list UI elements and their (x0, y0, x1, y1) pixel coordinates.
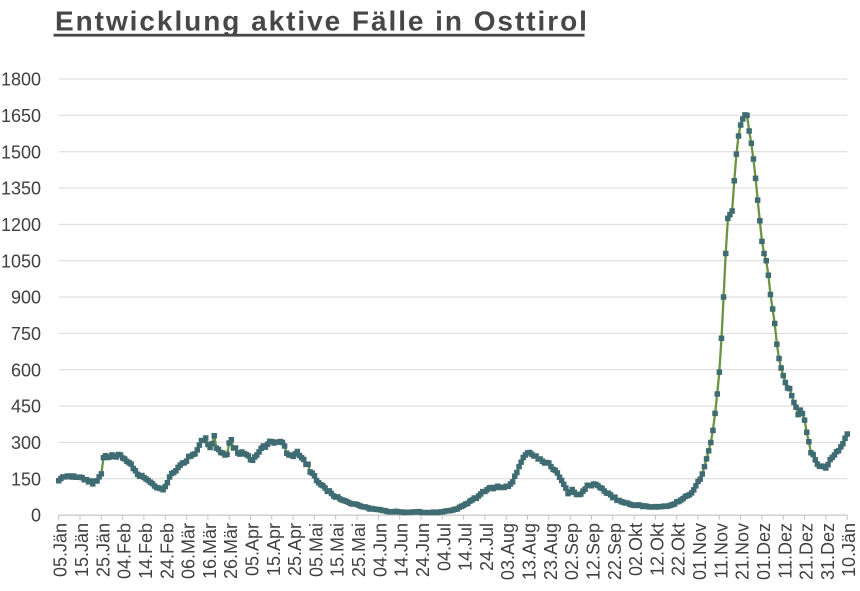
svg-text:25.Mai: 25.Mai (349, 523, 369, 577)
svg-text:450: 450 (11, 397, 41, 417)
svg-text:04.Jun: 04.Jun (370, 523, 390, 577)
svg-text:14.Jul: 14.Jul (456, 523, 476, 571)
svg-text:31.Dez: 31.Dez (818, 523, 838, 580)
svg-text:22.Okt: 22.Okt (669, 523, 689, 576)
svg-text:12.Okt: 12.Okt (647, 523, 667, 576)
svg-text:1650: 1650 (1, 106, 41, 126)
svg-text:25.Apr: 25.Apr (285, 523, 305, 576)
svg-text:04.Jul: 04.Jul (434, 523, 454, 571)
svg-text:14.Feb: 14.Feb (136, 523, 156, 579)
svg-text:25.Jän: 25.Jän (93, 523, 113, 577)
svg-text:05.Apr: 05.Apr (243, 523, 263, 576)
svg-text:01.Nov: 01.Nov (690, 523, 710, 580)
svg-text:0: 0 (31, 506, 41, 526)
svg-text:24.Feb: 24.Feb (157, 523, 177, 579)
svg-text:21.Nov: 21.Nov (733, 523, 753, 580)
svg-text:24.Jul: 24.Jul (477, 523, 497, 571)
svg-text:24.Jun: 24.Jun (413, 523, 433, 577)
svg-text:1350: 1350 (1, 179, 41, 199)
svg-text:Entwicklung aktive Fälle in Os: Entwicklung aktive Fälle in Osttirol (55, 6, 589, 37)
svg-text:22.Sep: 22.Sep (605, 523, 625, 580)
svg-text:10.Jän: 10.Jän (839, 523, 859, 577)
svg-text:26.Mär: 26.Mär (221, 523, 241, 579)
svg-text:1050: 1050 (1, 251, 41, 271)
svg-text:14.Jun: 14.Jun (392, 523, 412, 577)
svg-text:900: 900 (11, 288, 41, 308)
svg-text:1500: 1500 (1, 142, 41, 162)
svg-text:300: 300 (11, 433, 41, 453)
svg-text:16.Mär: 16.Mär (200, 523, 220, 579)
svg-text:01.Dez: 01.Dez (754, 523, 774, 580)
svg-text:05.Jän: 05.Jän (51, 523, 71, 577)
svg-text:1200: 1200 (1, 215, 41, 235)
svg-text:12.Sep: 12.Sep (584, 523, 604, 580)
svg-text:15.Jän: 15.Jän (72, 523, 92, 577)
svg-text:05.Mai: 05.Mai (306, 523, 326, 577)
svg-text:750: 750 (11, 324, 41, 344)
svg-text:1800: 1800 (1, 70, 41, 90)
svg-text:02.Sep: 02.Sep (562, 523, 582, 580)
svg-text:600: 600 (11, 360, 41, 380)
svg-text:21.Dez: 21.Dez (797, 523, 817, 580)
svg-text:150: 150 (11, 469, 41, 489)
svg-text:04.Feb: 04.Feb (115, 523, 135, 579)
svg-text:02.Okt: 02.Okt (626, 523, 646, 576)
svg-text:15.Apr: 15.Apr (264, 523, 284, 576)
svg-text:11.Dez: 11.Dez (775, 523, 795, 579)
svg-text:13.Aug: 13.Aug (520, 523, 540, 580)
svg-text:15.Mai: 15.Mai (328, 523, 348, 577)
svg-text:03.Aug: 03.Aug (498, 523, 518, 580)
svg-text:11.Nov: 11.Nov (711, 523, 731, 579)
svg-text:23.Aug: 23.Aug (541, 523, 561, 580)
svg-text:06.Mär: 06.Mär (179, 523, 199, 579)
